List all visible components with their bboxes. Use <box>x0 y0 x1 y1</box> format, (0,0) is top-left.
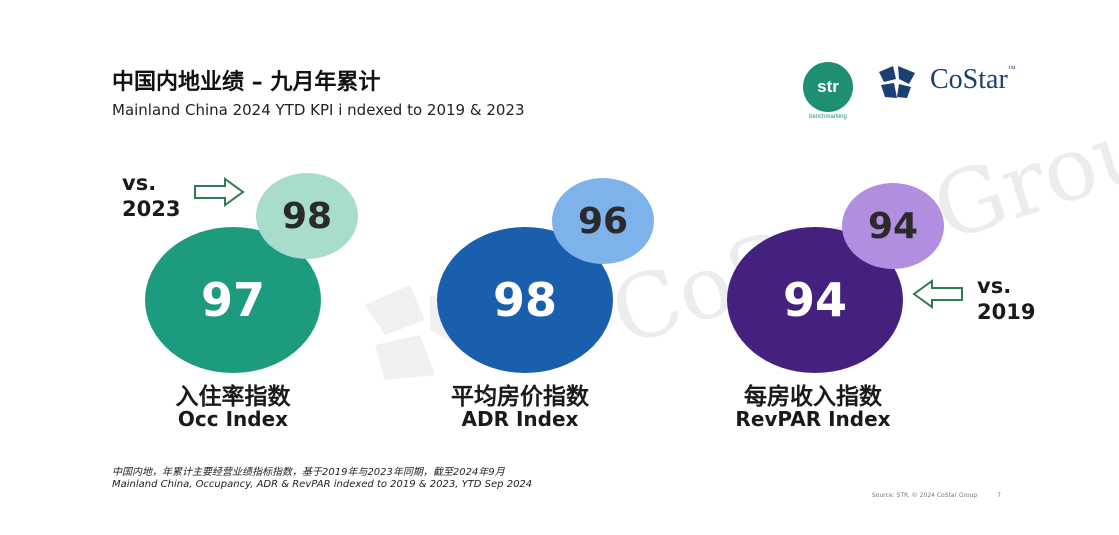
footnote-en: Mainland China, Occupancy, ADR & RevPAR … <box>112 479 533 490</box>
str-logo: str <box>803 62 853 112</box>
occ-index-2023-value: 98 <box>281 195 333 237</box>
occ-index-label-en: Occ Index <box>177 407 289 431</box>
costar-logo-icon <box>879 66 915 98</box>
adr-index-2023-value: 96 <box>577 200 629 242</box>
revpar-index-label-zh: 每房收入指数 <box>744 384 882 410</box>
costar-name: CoStar <box>930 64 1008 95</box>
occ-index-label-zh: 入住率指数 <box>175 384 291 410</box>
costar-logo-text: CoStar™ <box>930 64 1016 96</box>
adr-index-2019-value: 98 <box>492 273 557 327</box>
source-text: Source: STR. © 2024 CoStar Group <box>872 492 978 499</box>
occ-index-2019-value: 97 <box>200 273 265 327</box>
revpar-index-2019-value: 94 <box>782 273 847 327</box>
revpar-index-2023-value: 94 <box>867 205 919 247</box>
right-arrow-icon <box>194 177 245 207</box>
footnote-zh: 中国内地，年累计主要经营业绩指标指数，基于2019年与2023年同期，截至202… <box>112 467 505 478</box>
page-subtitle: Mainland China 2024 YTD KPI i ndexed to … <box>112 101 525 119</box>
revpar-index-2023-circle: 94 <box>842 183 944 269</box>
page-number: 7 <box>997 492 1001 499</box>
vs-2019-callout: vs. 2019 <box>977 273 1035 325</box>
left-arrow-icon <box>912 279 963 309</box>
adr-index-2023-circle: 96 <box>552 178 654 264</box>
vs-2023-line1: vs. <box>122 171 157 195</box>
costar-trademark: ™ <box>1007 64 1016 73</box>
str-logo-subtext: benchmarking <box>809 114 847 120</box>
vs-2019-line2: 2019 <box>977 300 1036 324</box>
str-logo-text: str <box>817 77 839 96</box>
vs-2023-callout: vs. 2023 <box>122 170 180 222</box>
adr-index-label-zh: 平均房价指数 <box>451 384 589 410</box>
adr-index-label-en: ADR Index <box>461 407 579 431</box>
vs-2019-line1: vs. <box>977 274 1012 298</box>
occ-index-2023-circle: 98 <box>256 173 358 259</box>
page-title: 中国内地业绩 – 九月年累计 <box>112 70 381 95</box>
revpar-index-label-en: RevPAR Index <box>735 407 891 431</box>
source-note: Source: STR. © 2024 CoStar Group 7 <box>872 492 1001 499</box>
vs-2023-line2: 2023 <box>122 197 181 221</box>
